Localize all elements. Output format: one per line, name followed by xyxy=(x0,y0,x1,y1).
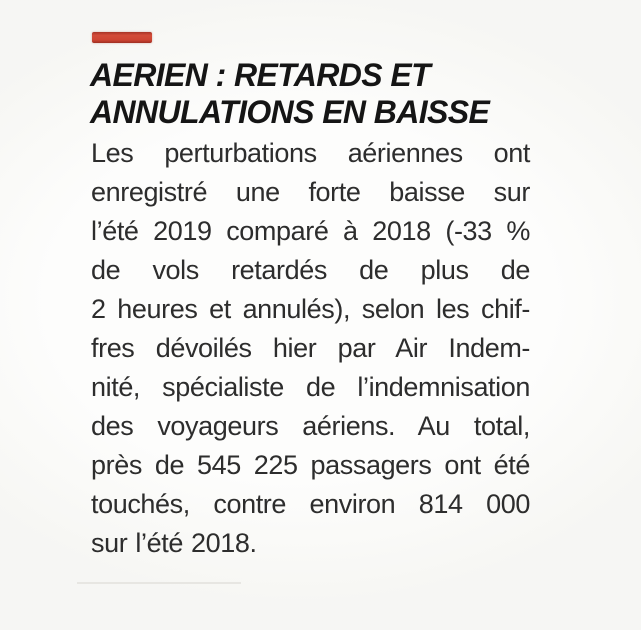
headline-line-2: ANNULATIONS EN BAISSE xyxy=(90,94,490,130)
body-line: sur l’été 2018. xyxy=(91,528,257,558)
body-line: touchés, contre environ 814 000 xyxy=(91,489,530,519)
section-marker-bar xyxy=(92,32,152,43)
body-line: enregistré une forte baisse sur xyxy=(91,177,530,207)
body-line: l’été 2019 comparé à 2018 (-33 % xyxy=(91,216,530,246)
body-line: près de 545 225 passagers ont été xyxy=(91,450,530,480)
bottom-separator-rule xyxy=(77,582,241,584)
body-line: Les perturbations aériennes ont xyxy=(91,138,530,168)
body-line: nité, spécialiste de l’indemnisation xyxy=(91,372,530,402)
body-line: 2 heures et annulés), selon les chif- xyxy=(91,294,530,324)
body-line: des voyageurs aériens. Au total, xyxy=(91,411,530,441)
article-headline: AERIEN : RETARDS ET ANNULATIONS EN BAISS… xyxy=(90,57,570,131)
article-body: Les perturbations aériennes ont enregist… xyxy=(91,134,530,563)
body-line: de vols retardés de plus de xyxy=(91,255,530,285)
headline-line-1: AERIEN : RETARDS ET xyxy=(90,57,431,93)
body-line: fres dévoilés hier par Air Indem- xyxy=(91,333,530,363)
